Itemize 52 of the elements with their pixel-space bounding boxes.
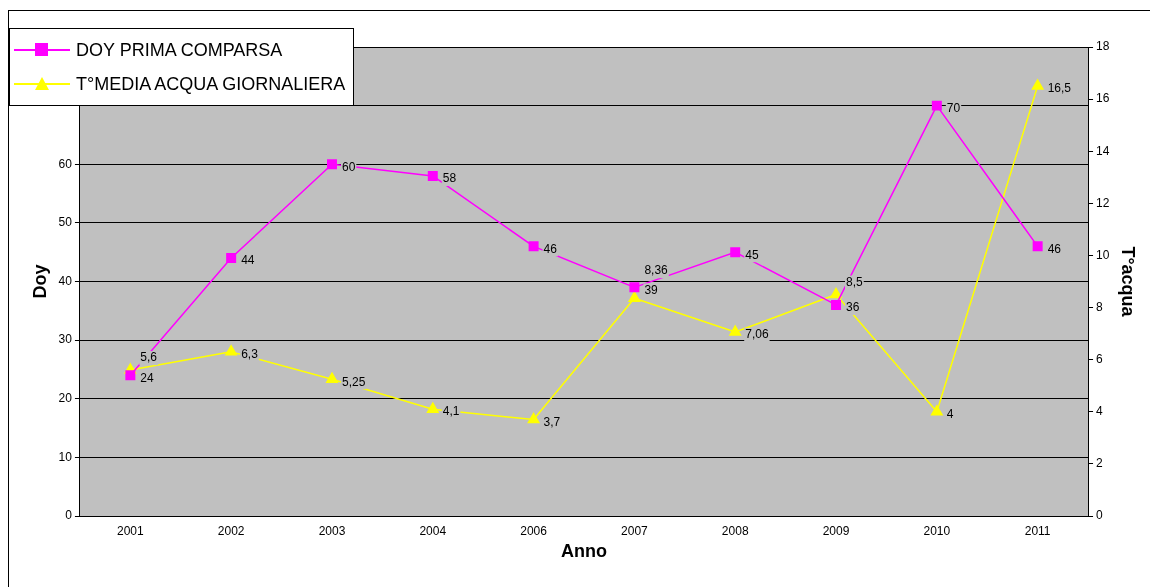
data-label: 45 (745, 247, 759, 262)
y2-axis-title: T°acqua (1118, 246, 1139, 318)
y2-tick-label: 18 (1096, 39, 1110, 54)
x-axis-title: Anno (561, 541, 607, 562)
data-label: 70 (946, 100, 961, 115)
x-tick-label: 2007 (621, 523, 649, 538)
y2-tick-label: 6 (1096, 351, 1104, 366)
data-label: 6,3 (241, 347, 259, 362)
y-tick-label: 20 (58, 391, 73, 406)
data-label: 24 (140, 370, 155, 385)
x-tick-label: 2003 (318, 523, 346, 538)
x-tick-label: 2011 (1024, 523, 1051, 538)
x-tick-label: 2006 (520, 523, 548, 538)
y2-tick-label: 4 (1096, 404, 1104, 419)
data-label: 46 (1047, 241, 1062, 256)
data-label: 4,1 (442, 404, 460, 419)
y2-tick-label: 10 (1096, 247, 1110, 262)
data-label: 4 (946, 407, 954, 422)
y-tick-label: 40 (58, 273, 73, 288)
data-label: 46 (543, 241, 558, 256)
y-tick-label: 0 (65, 508, 73, 523)
x-tick-label: 2008 (721, 523, 749, 538)
data-label: 5,25 (341, 374, 366, 389)
legend-label: T°MEDIA ACQUA GIORNALIERA (76, 73, 346, 95)
y-tick-label: 10 (58, 449, 73, 464)
data-label: 60 (341, 159, 356, 174)
y-tick-label: 60 (58, 156, 73, 171)
y2-tick-label: 14 (1096, 143, 1110, 158)
y2-tick-label: 8 (1096, 299, 1104, 314)
y2-tick-label: 0 (1096, 508, 1104, 523)
data-label: 58 (442, 171, 457, 186)
x-tick-label: 2009 (822, 523, 850, 538)
y-axis-title: Doy (29, 264, 50, 299)
data-label: 3,7 (543, 414, 561, 429)
data-label: 8,36 (644, 263, 669, 278)
x-tick-label: 2010 (923, 523, 951, 538)
legend-label: DOY PRIMA COMPARSA (76, 39, 283, 61)
y-tick-label: 50 (58, 215, 73, 230)
x-tick-label: 2001 (117, 523, 145, 538)
y2-tick-label: 12 (1096, 195, 1110, 210)
y2-tick-label: 16 (1096, 91, 1110, 106)
data-label: 39 (644, 282, 659, 297)
y2-tick-label: 2 (1096, 456, 1104, 471)
data-label: 5,6 (140, 350, 158, 365)
data-label: 8,5 (846, 274, 864, 289)
y-tick-label: 30 (58, 332, 73, 347)
x-tick-label: 2002 (217, 523, 245, 538)
x-tick-label: 2004 (419, 523, 447, 538)
data-label: 36 (846, 300, 860, 315)
data-label: 7,06 (745, 327, 769, 342)
data-label: 16,5 (1047, 81, 1072, 96)
data-label: 44 (241, 253, 255, 268)
